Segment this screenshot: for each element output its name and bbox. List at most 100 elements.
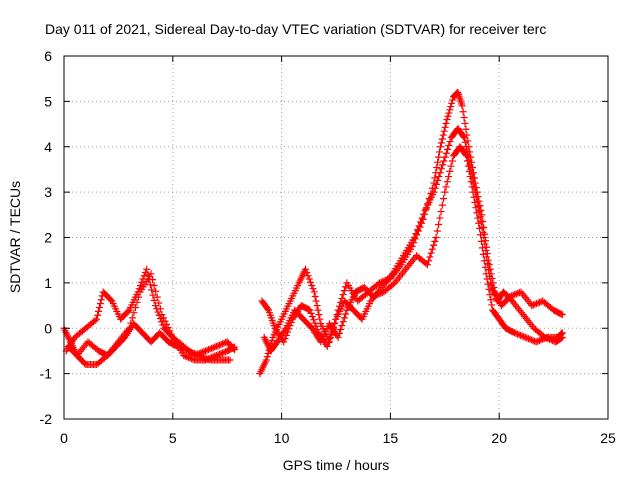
data-point [557, 310, 565, 318]
data-point [483, 275, 491, 283]
data-point [281, 335, 289, 343]
data-point [509, 291, 517, 299]
data-point [326, 335, 334, 343]
data-point [138, 278, 146, 286]
data-point [441, 153, 449, 161]
data-point [437, 139, 445, 147]
data-point [426, 253, 434, 261]
data-point [163, 320, 171, 328]
data-point [438, 135, 446, 143]
data-point [445, 109, 453, 117]
data-point [304, 272, 312, 280]
data-point [435, 221, 443, 229]
data-point [526, 335, 534, 343]
data-point [447, 103, 455, 111]
data-point [158, 318, 166, 326]
data-point [376, 279, 384, 287]
data-point [558, 329, 566, 337]
y-tick-label: -1 [40, 366, 53, 382]
data-point [107, 296, 115, 304]
data-point [309, 285, 317, 293]
data-point [440, 127, 448, 135]
x-tick-label: 10 [274, 430, 290, 446]
data-point [444, 112, 452, 120]
data-point [557, 330, 565, 338]
data-point [529, 301, 537, 309]
data-point [442, 183, 450, 191]
data-point [428, 245, 436, 253]
data-point [445, 173, 453, 181]
data-point [448, 99, 456, 107]
data-point [434, 176, 442, 184]
data-point [466, 173, 474, 181]
data-point [192, 350, 200, 358]
data-point [523, 334, 531, 342]
marker-layer [60, 88, 566, 378]
data-point [475, 219, 483, 227]
data-point [435, 173, 443, 181]
data-point [91, 316, 99, 324]
data-point [436, 214, 444, 222]
data-point [459, 132, 467, 140]
data-point [206, 345, 214, 353]
data-point [140, 272, 148, 280]
data-point [193, 351, 201, 359]
data-point [94, 311, 102, 319]
data-point [470, 174, 478, 182]
data-point [442, 149, 450, 157]
data-point [325, 339, 333, 347]
data-point [534, 299, 542, 307]
data-point [483, 250, 491, 258]
data-point [323, 342, 331, 350]
data-point [485, 285, 493, 293]
data-point [342, 310, 350, 318]
data-point [425, 257, 433, 265]
data-point [533, 300, 541, 308]
data-point [514, 289, 522, 297]
data-point [441, 123, 449, 131]
data-point [148, 286, 156, 294]
data-point [482, 270, 490, 278]
data-point [481, 263, 489, 271]
data-point [423, 261, 431, 269]
data-point [339, 291, 347, 299]
data-point [437, 165, 445, 173]
data-point [476, 202, 484, 210]
data-point [420, 210, 428, 218]
data-point [436, 169, 444, 177]
data-point [263, 353, 271, 361]
tick-layer: 0 5 10 15 20 25 -2 -1 0 1 2 3 4 5 6 [40, 48, 616, 446]
data-point [537, 336, 545, 344]
data-point [308, 313, 316, 321]
data-point [128, 314, 136, 322]
data-point [442, 119, 450, 127]
data-point [537, 298, 545, 306]
data-point [145, 276, 153, 284]
data-point [427, 249, 435, 257]
data-point [461, 138, 469, 146]
data-point [215, 350, 223, 358]
data-point [152, 287, 160, 295]
data-point [159, 321, 167, 329]
y-tick-label: 3 [44, 184, 52, 200]
data-point [310, 288, 318, 296]
data-point [529, 337, 537, 345]
data-point [204, 355, 212, 363]
data-point [466, 161, 474, 169]
data-point [432, 234, 440, 241]
data-point [431, 237, 439, 245]
data-point [182, 346, 190, 354]
data-point [184, 353, 192, 361]
data-point [311, 292, 319, 300]
data-point [308, 281, 316, 289]
data-point [161, 317, 169, 325]
data-point [486, 265, 494, 273]
data-point [558, 311, 566, 319]
data-point [535, 337, 543, 345]
data-point [440, 157, 448, 165]
data-point [441, 188, 449, 196]
data-point [214, 342, 222, 350]
data-point [415, 222, 423, 230]
data-point [371, 292, 379, 300]
